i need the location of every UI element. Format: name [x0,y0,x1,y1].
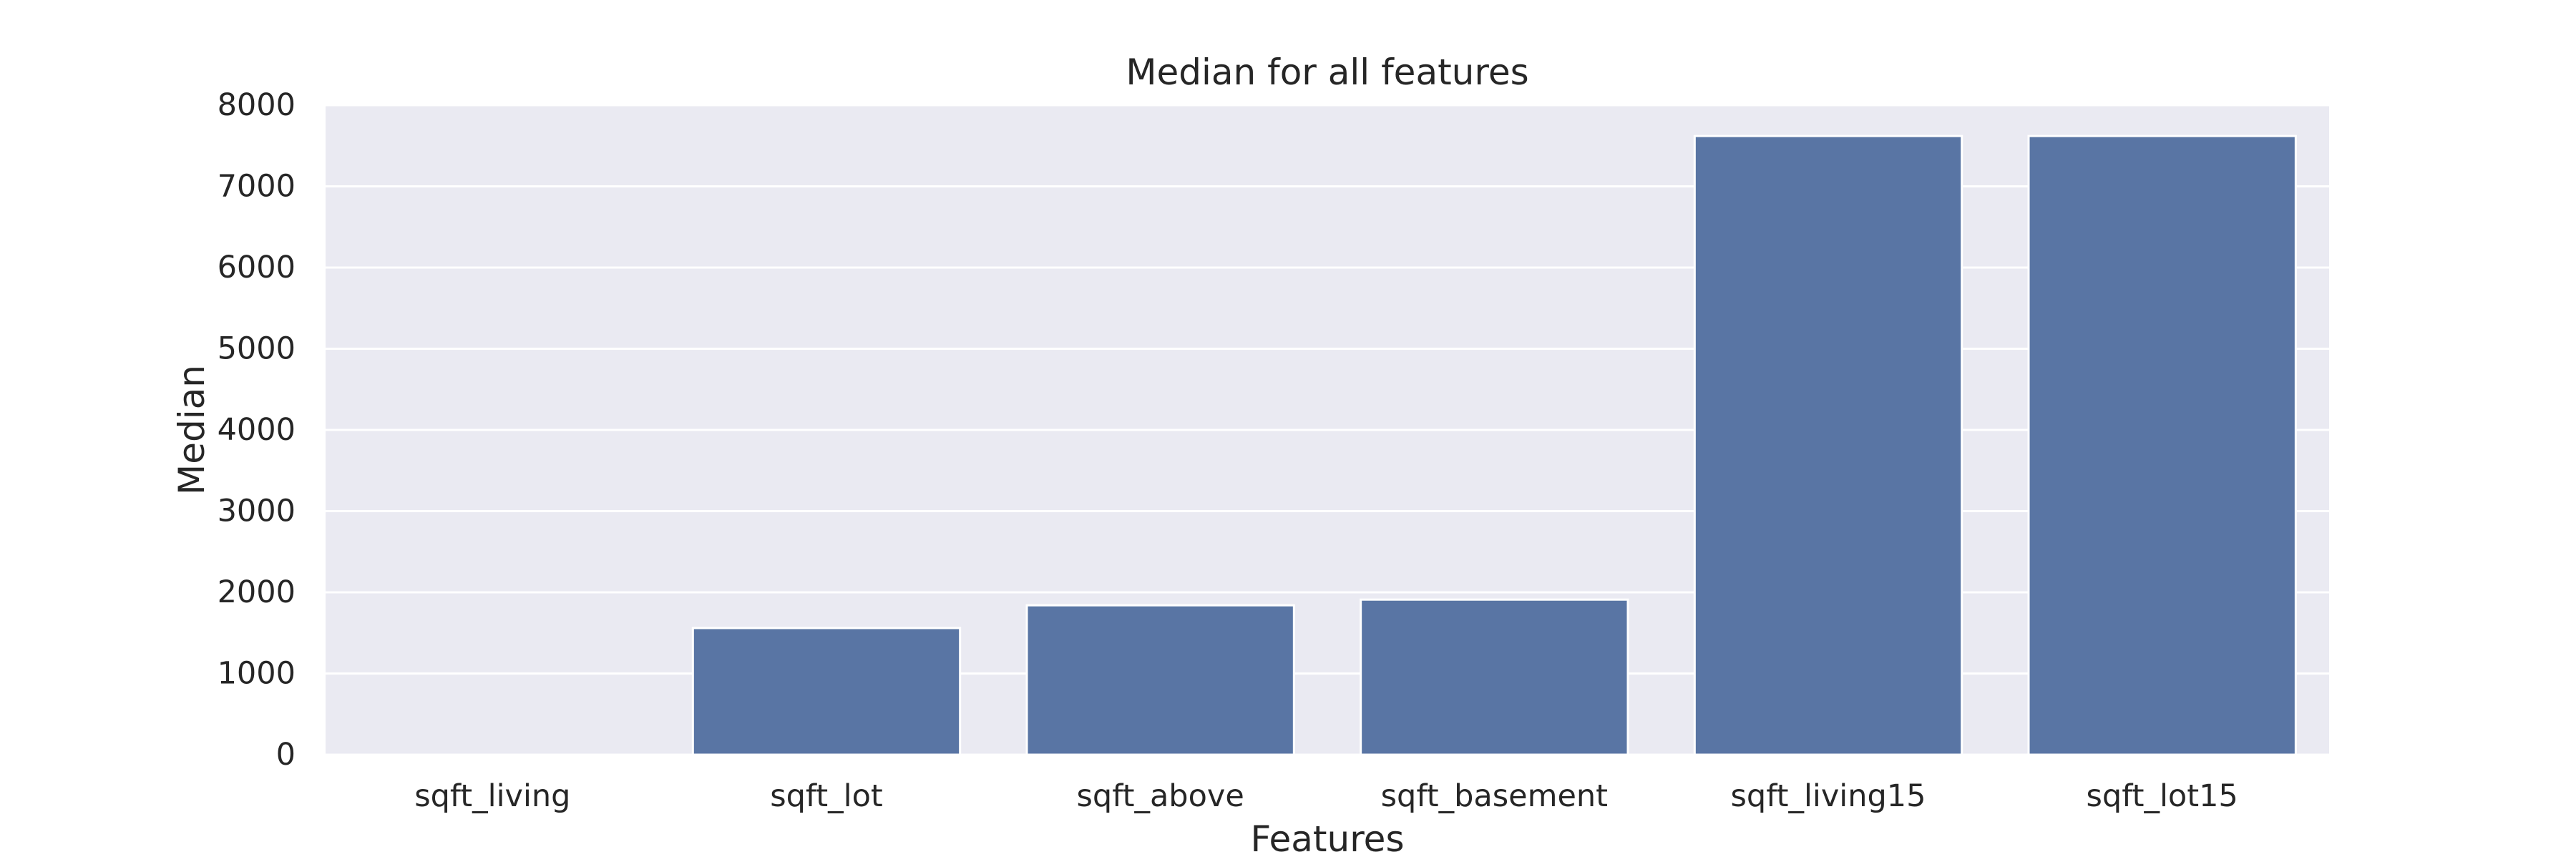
bars [691,134,2297,756]
bar-sqft-basement [1360,598,1629,756]
y-tick-label: 2000 [218,574,296,610]
bar-sqft-living15 [1693,134,1963,756]
y-tick-label: 4000 [218,412,296,448]
x-tick-label: sqft_lot [770,778,883,814]
y-tick-label: 7000 [218,169,296,205]
y-tick-label: 6000 [218,250,296,285]
x-tick-label: sqft_basement [1381,778,1608,814]
x-tick-label: sqft_living15 [1731,778,1926,814]
y-tick-labels: 0 1000 2000 3000 4000 5000 6000 7000 8000 [218,87,296,773]
x-tick-labels: sqft_living sqft_lot sqft_above sqft_baseme… [414,778,2238,814]
bar-sqft-lot15 [2027,134,2297,756]
grid-lines [326,104,2329,756]
y-tick-label: 5000 [218,331,296,367]
x-tick-label: sqft_living [414,778,570,814]
x-tick-label: sqft_above [1077,778,1244,814]
x-axis-label: Features [1251,818,1405,858]
chart-title: Median for all features [1126,52,1528,93]
y-tick-label: 0 [276,737,296,773]
y-tick-label: 1000 [218,656,296,692]
bar-sqft-lot [691,627,962,756]
y-tick-label: 8000 [218,87,296,123]
y-tick-label: 3000 [218,494,296,529]
y-axis-label: Median [171,365,213,495]
x-tick-label: sqft_lot15 [2087,778,2238,814]
bar-sqft-above [1025,604,1295,756]
